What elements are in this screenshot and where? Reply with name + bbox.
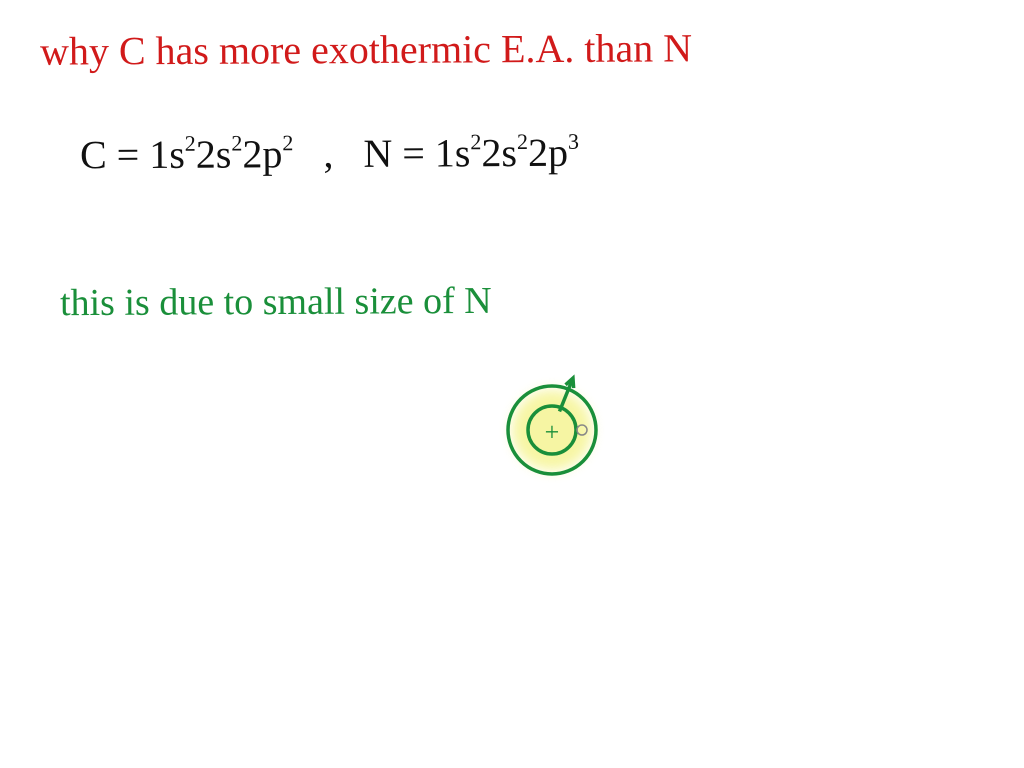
n-term-3-sup: 3 <box>568 129 579 154</box>
n-term-3-base: 2p <box>528 130 568 175</box>
cursor-ring <box>573 421 591 439</box>
c-term-3-sup: 2 <box>282 131 293 156</box>
config-separator: , <box>323 130 333 177</box>
carbon-config: C = 1s22s22p2 <box>80 130 294 178</box>
question-title: why C has more exothermic E.A. than N <box>40 24 692 74</box>
reason-text: this is due to small size of N <box>60 280 492 324</box>
n-term-2-base: 2s <box>481 130 517 175</box>
nucleus-plus: + <box>545 418 560 447</box>
cursor-ring-circle <box>577 425 587 435</box>
c-term-1-sup: 2 <box>185 131 196 156</box>
c-term-1-base: 1s <box>149 132 185 177</box>
nitrogen-config: N = 1s22s22p3 <box>363 129 579 177</box>
c-term-2-base: 2s <box>196 132 232 177</box>
electron-config-row: C = 1s22s22p2 , N = 1s22s22p3 <box>80 129 579 179</box>
n-term-1-sup: 2 <box>470 130 481 155</box>
atom-diagram: + <box>488 366 616 494</box>
c-term-2-sup: 2 <box>231 131 242 156</box>
c-term-3-base: 2p <box>242 131 282 176</box>
carbon-label: C = <box>80 132 149 177</box>
reason-line: this is due to small size of N <box>60 279 492 325</box>
n-term-2-sup: 2 <box>517 129 528 154</box>
question-title-text: why C has more exothermic E.A. than N <box>40 25 692 73</box>
nitrogen-label: N = <box>363 130 435 175</box>
n-term-1-base: 1s <box>435 130 471 175</box>
